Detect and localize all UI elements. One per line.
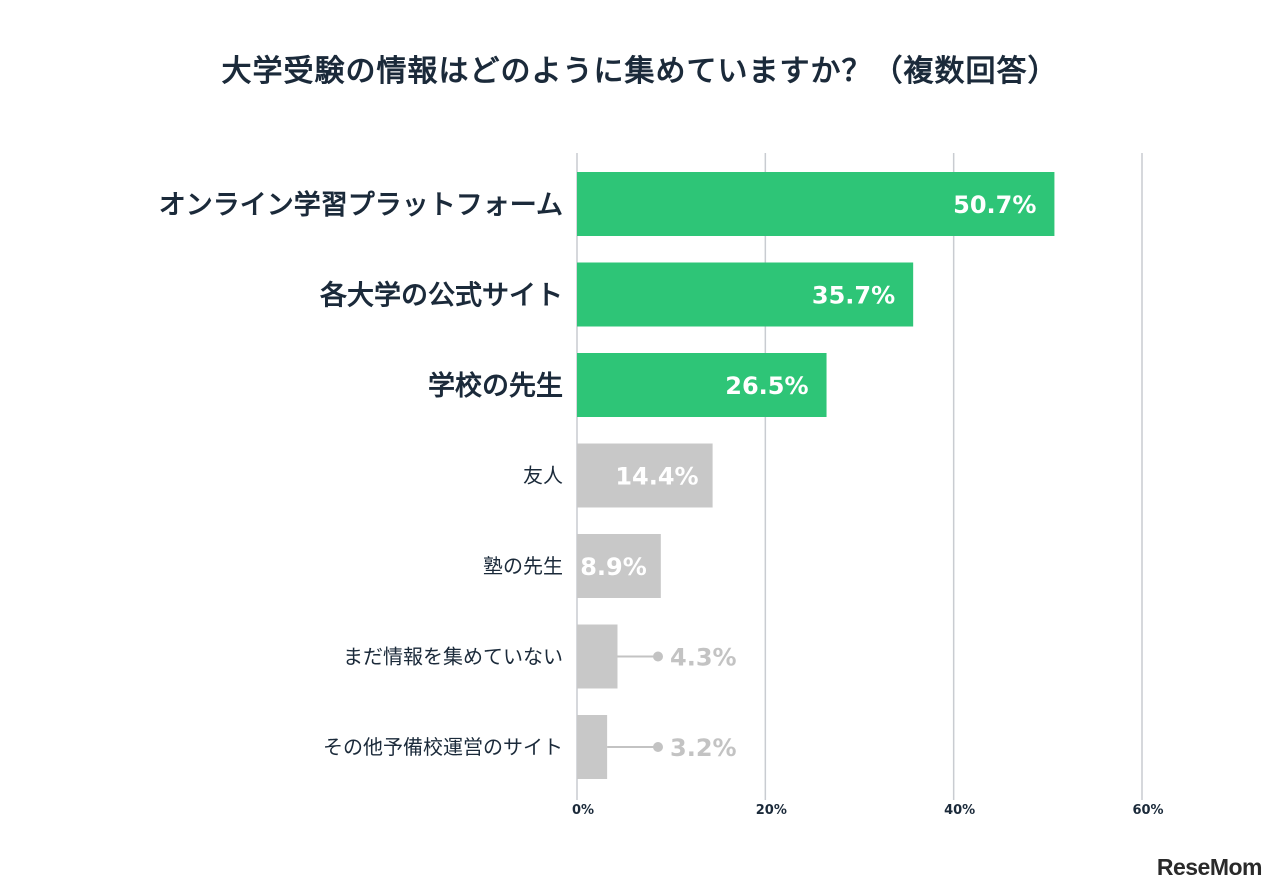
bar xyxy=(577,624,618,689)
leader-dot xyxy=(653,651,663,662)
category-label: オンライン学習プラットフォーム xyxy=(159,189,563,221)
data-label: 4.3% xyxy=(670,644,737,672)
leader-dot xyxy=(653,742,663,752)
data-label: 3.2% xyxy=(670,734,737,762)
grid-layer xyxy=(576,153,1143,800)
data-label: 50.7% xyxy=(953,191,1036,219)
category-label: 友人 xyxy=(523,464,563,488)
bar xyxy=(577,715,608,779)
bar xyxy=(577,534,661,598)
bar xyxy=(577,172,1055,236)
chart-title: 大学受験の情報はどのように集めていますか？（複数回答） xyxy=(221,54,1059,89)
bar xyxy=(577,262,914,327)
x-axis: 0% 20% 40% 60% xyxy=(572,803,1164,818)
category-label: その他予備校運営のサイト xyxy=(323,735,563,759)
x-tick-label: 20% xyxy=(756,803,787,818)
data-label: 14.4% xyxy=(615,463,698,491)
label-layer: オンライン学習プラットフォーム 50.7% 各大学の公式サイト 35.7% 学校の先生 2… xyxy=(159,189,1037,762)
category-label: 学校の先生 xyxy=(428,370,563,402)
category-label: 各大学の公式サイト xyxy=(319,280,563,312)
bar xyxy=(577,443,713,508)
category-label: 塾の先生 xyxy=(483,554,563,578)
resemom-logo: ReseMom xyxy=(1156,854,1263,880)
data-label: 26.5% xyxy=(725,372,808,400)
x-tick-label: 40% xyxy=(944,803,975,818)
x-tick-label: 0% xyxy=(572,803,594,818)
data-label: 8.9% xyxy=(580,553,647,581)
data-label: 35.7% xyxy=(812,282,895,310)
x-tick-label: 60% xyxy=(1132,803,1163,818)
bar xyxy=(577,353,827,417)
bar-layer xyxy=(577,172,1055,779)
category-label: まだ情報を集めていない xyxy=(343,645,563,669)
